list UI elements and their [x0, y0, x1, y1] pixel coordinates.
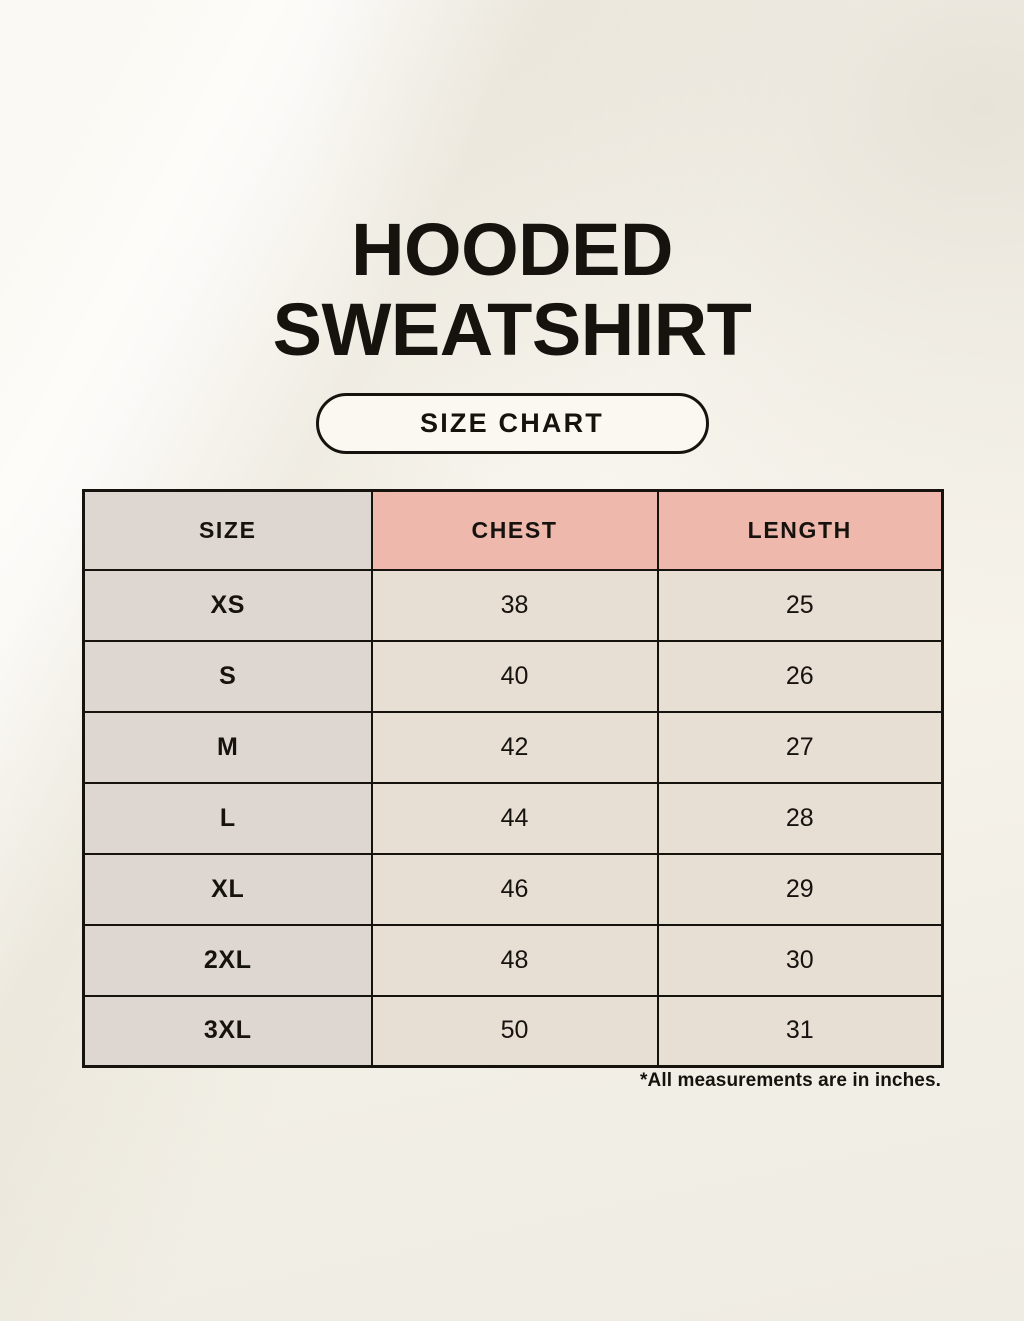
cell-length: 25 [656, 568, 944, 642]
cell-size: M [82, 710, 373, 784]
column-header-chest: CHEST [370, 489, 659, 571]
cell-size: XL [82, 852, 373, 926]
cell-size: XS [82, 568, 373, 642]
cell-chest: 42 [370, 710, 659, 784]
cell-chest: 46 [370, 852, 659, 926]
cell-size: L [82, 781, 373, 855]
table-row: S 40 26 [82, 639, 944, 713]
cell-length: 29 [656, 852, 944, 926]
table-row: M 42 27 [82, 710, 944, 784]
size-chart-badge-wrap: SIZE CHART [0, 393, 1024, 454]
table-header: SIZE CHEST LENGTH [82, 489, 944, 571]
cell-chest: 38 [370, 568, 659, 642]
column-header-length: LENGTH [656, 489, 944, 571]
cell-size: 3XL [82, 994, 373, 1068]
cell-size: S [82, 639, 373, 713]
measurement-footnote: *All measurements are in inches. [640, 1070, 941, 1091]
cell-length: 27 [656, 710, 944, 784]
table-row: 3XL 50 31 [82, 994, 944, 1068]
title-line-2: SWEATSHIRT [272, 288, 752, 371]
cell-length: 31 [656, 994, 944, 1068]
size-chart-table-wrap: SIZE CHEST LENGTH XS 38 25 S 40 26 M [82, 489, 944, 1068]
cell-chest: 50 [370, 994, 659, 1068]
cell-chest: 44 [370, 781, 659, 855]
cell-length: 28 [656, 781, 944, 855]
size-chart-table: SIZE CHEST LENGTH XS 38 25 S 40 26 M [82, 489, 944, 1068]
table-row: XL 46 29 [82, 852, 944, 926]
table-body: XS 38 25 S 40 26 M 42 27 L 44 28 [82, 568, 944, 1068]
table-row: XS 38 25 [82, 568, 944, 642]
cell-length: 26 [656, 639, 944, 713]
table-row: 2XL 48 30 [82, 923, 944, 997]
table-header-row: SIZE CHEST LENGTH [82, 489, 944, 571]
title-line-1: HOODED [351, 208, 673, 291]
size-chart-badge: SIZE CHART [315, 393, 709, 454]
cell-size: 2XL [82, 923, 373, 997]
page-title: HOODED SWEATSHIRT [0, 208, 1024, 371]
cell-length: 30 [656, 923, 944, 997]
table-row: L 44 28 [82, 781, 944, 855]
cell-chest: 48 [370, 923, 659, 997]
cell-chest: 40 [370, 639, 659, 713]
column-header-size: SIZE [82, 489, 373, 571]
